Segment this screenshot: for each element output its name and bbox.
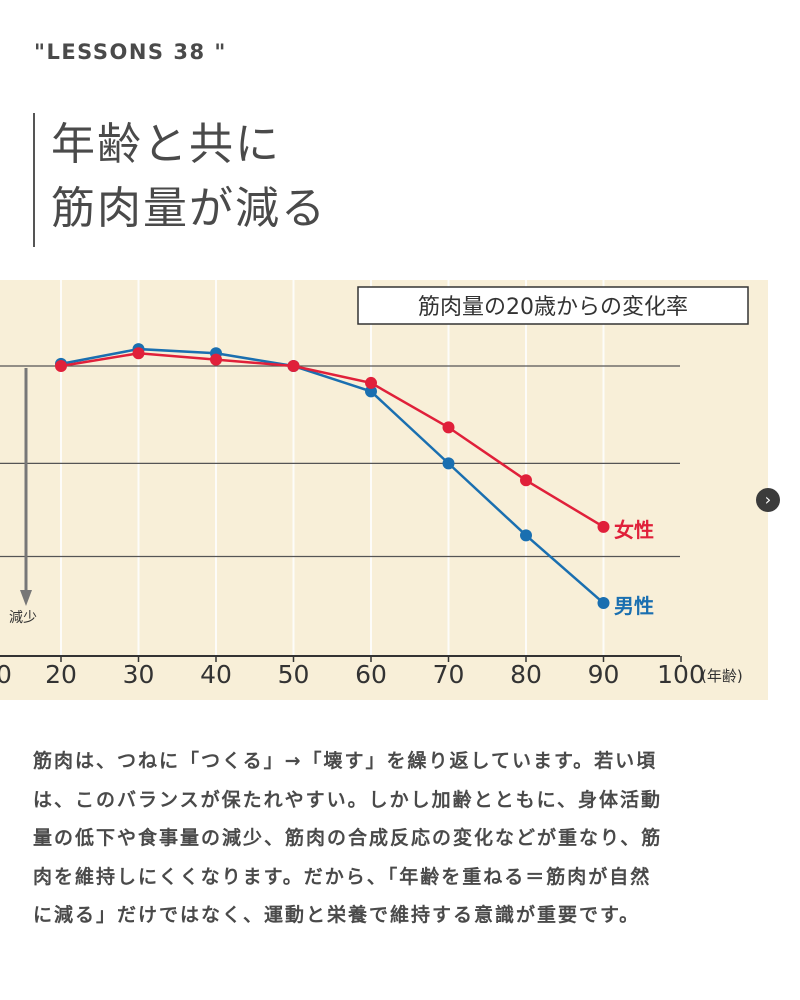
series-layer bbox=[55, 343, 610, 610]
data-point-female bbox=[597, 520, 610, 533]
series-line-male bbox=[60, 347, 605, 604]
series-label-male: 男性 bbox=[614, 594, 654, 618]
data-point-male bbox=[520, 529, 532, 542]
page-title: 年齢と共に 筋肉量が減る bbox=[33, 113, 327, 247]
x-tick-label: 80 bbox=[510, 660, 542, 689]
decrease-arrow-head bbox=[20, 590, 32, 606]
muscle-chart-panel: 0 20 30 40 50 60 70 80 90 100 (年齢) 減少 筋肉量の20歳からの変化率… bbox=[0, 280, 768, 700]
x-tick-label: 60 bbox=[355, 660, 387, 689]
x-tick-label: 50 bbox=[278, 660, 310, 689]
data-point-female bbox=[132, 347, 145, 360]
body-line-1: 筋肉は、つねに「つくる」→「壊す」を繰り返しています。若い頃 bbox=[33, 750, 658, 772]
x-tick-label: 90 bbox=[588, 660, 620, 689]
lesson-label: "LESSONS 38 " bbox=[34, 40, 227, 64]
series-label-female: 女性 bbox=[614, 518, 654, 542]
data-point-female bbox=[442, 421, 455, 434]
data-point-female bbox=[55, 360, 67, 372]
data-point-male bbox=[597, 597, 610, 610]
chart-title: 筋肉量の20歳からの変化率 bbox=[418, 295, 688, 320]
x-tick-label: 100 bbox=[657, 660, 705, 689]
chart-title-box bbox=[357, 286, 749, 325]
chevron-right-icon: › bbox=[764, 490, 772, 509]
title-line-1: 年齢と共に bbox=[51, 119, 281, 170]
body-line-4: 肉を維持しにくくなります。だから、「年齢を重ねる＝筋肉が自然 bbox=[33, 865, 652, 888]
axis-layer: 0 20 30 40 50 60 70 80 90 100(年齢) 減少 bbox=[0, 368, 743, 689]
body-line-3: 量の低下や食事量の減少、筋肉の合成反応の変化などが重なり、筋 bbox=[33, 827, 663, 849]
data-point-male bbox=[442, 457, 455, 470]
data-point-female bbox=[287, 360, 300, 372]
x-tick-label: 70 bbox=[433, 660, 465, 689]
body-line-2: は、このバランスが保たれやすい。しかし加齢とともに、身体活動 bbox=[33, 788, 663, 811]
data-point-male bbox=[365, 385, 377, 398]
x-tick-label: 30 bbox=[123, 660, 155, 689]
x-tick-label: 40 bbox=[200, 660, 232, 689]
next-arrow-button[interactable]: › bbox=[756, 488, 780, 512]
muscle-change-chart: 0 20 30 40 50 60 70 80 90 100(年齢) 減少 筋肉量の20歳からの変化率… bbox=[0, 280, 749, 689]
x-tick-label: 20 bbox=[45, 660, 77, 689]
title-line-2: 筋肉量が減る bbox=[51, 183, 327, 234]
data-point-female bbox=[210, 353, 222, 366]
grid-layer bbox=[0, 280, 680, 656]
x-unit-label: (年齢) bbox=[701, 667, 743, 685]
data-point-female bbox=[365, 376, 377, 389]
x-tick-label: 0 bbox=[0, 660, 12, 689]
series-line-female bbox=[60, 352, 605, 528]
data-point-female bbox=[520, 474, 532, 487]
decrease-label: 減少 bbox=[9, 609, 37, 626]
body-line-5: に減る」だけではなく、運動と栄養で維持する意識が重要です。 bbox=[33, 904, 641, 926]
body-paragraph: 筋肉は、つねに「つくる」→「壊す」を繰り返しています。若い頃 は、このバランスが… bbox=[33, 742, 773, 935]
